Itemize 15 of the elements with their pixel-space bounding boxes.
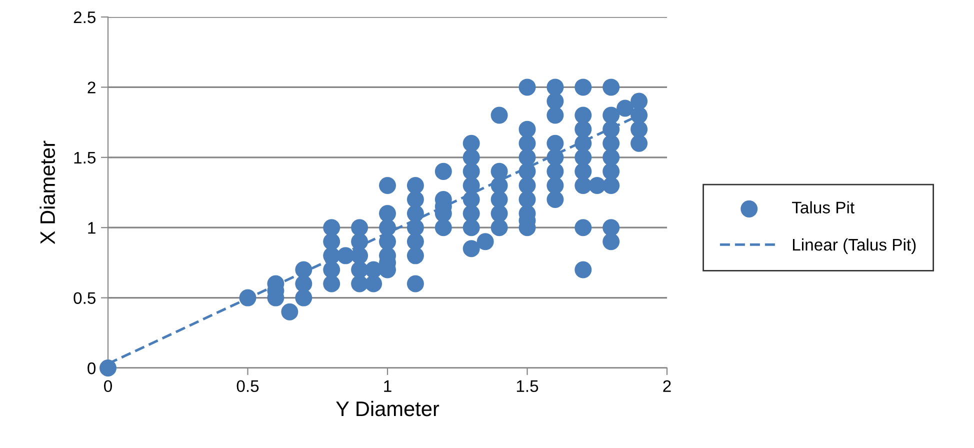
x-axis-title: Y Diameter	[336, 400, 440, 416]
y-tick-label: 2	[88, 82, 96, 94]
legend-label: Talus Pit	[792, 201, 854, 214]
x-tick-label: 1	[384, 380, 392, 392]
x-tick-label: 2	[663, 380, 671, 392]
y-tick-label: 2.5	[74, 11, 96, 24]
y-axis-title: X Diameter	[40, 140, 56, 244]
y-tick-label: 0.5	[74, 292, 96, 304]
y-tick-label: 0	[88, 362, 96, 374]
y-tick-label: 1.5	[74, 152, 96, 164]
x-tick-label: 1.5	[516, 380, 538, 392]
legend-label: Linear (Talus Pit)	[792, 238, 916, 254]
y-tick-label: 1	[88, 222, 96, 234]
x-tick-label: 0	[104, 380, 112, 392]
x-tick-label: 0.5	[236, 380, 259, 392]
